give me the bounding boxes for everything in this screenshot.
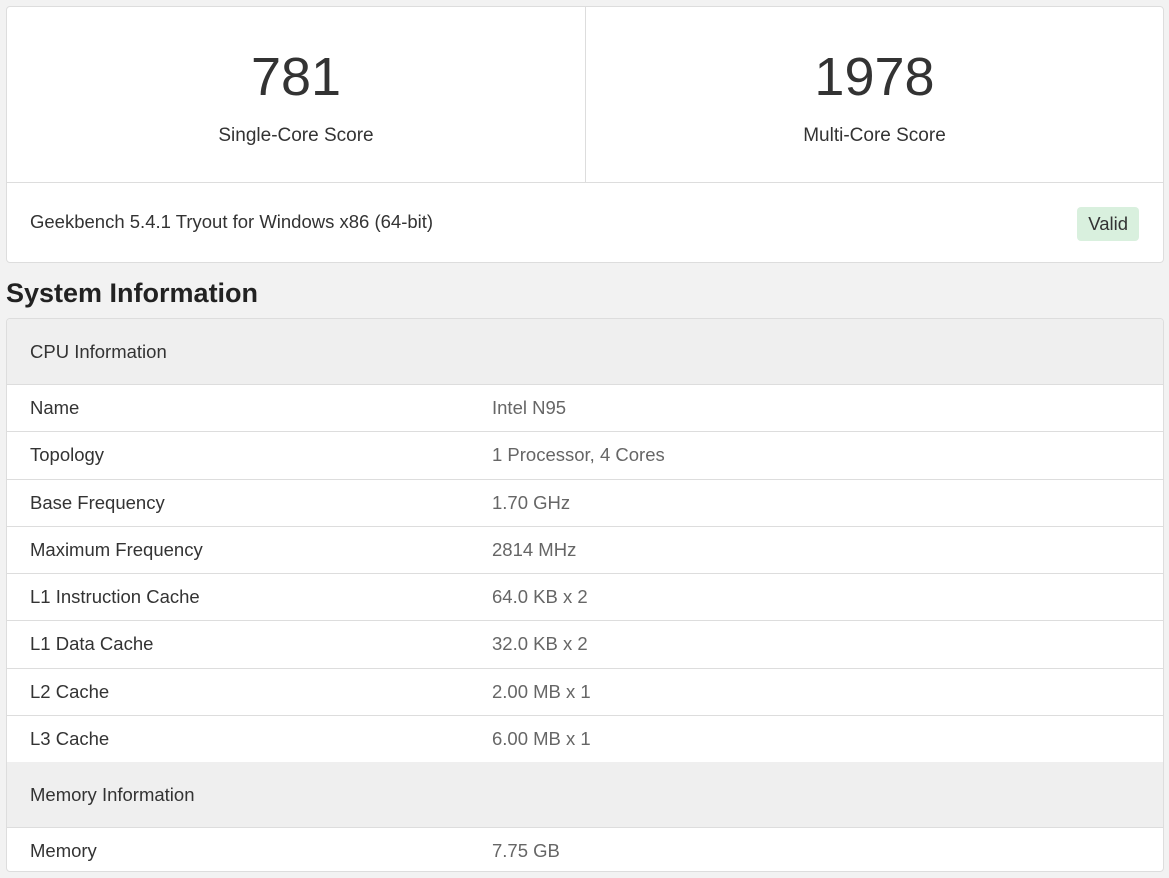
row-value: Intel N95 bbox=[492, 397, 567, 418]
row-value: 6.00 MB x 1 bbox=[492, 728, 591, 750]
multi-core-value: 1978 bbox=[814, 47, 935, 107]
cpu-info-header: CPU Information bbox=[7, 319, 1163, 384]
row-value: 64.0 KB x 2 bbox=[492, 586, 588, 608]
row-value: 2814 MHz bbox=[492, 538, 577, 560]
row-value: 1 Processor, 4 Cores bbox=[492, 444, 665, 466]
score-card: 781 Single-Core Score 1978 Multi-Core Sc… bbox=[6, 6, 1164, 263]
version-row: Geekbench 5.4.1 Tryout for Windows x86 (… bbox=[7, 182, 1163, 263]
row-label: L2 Cache bbox=[30, 680, 110, 702]
row-label: L3 Cache bbox=[30, 728, 110, 750]
row-label: L1 Data Cache bbox=[30, 633, 154, 655]
table-row: Maximum Frequency 2814 MHz bbox=[7, 525, 1163, 573]
version-text: Geekbench 5.4.1 Tryout for Windows x86 (… bbox=[30, 211, 434, 232]
table-row: Topology 1 Processor, 4 Cores bbox=[7, 431, 1163, 478]
multi-core-label: Multi-Core Score bbox=[803, 125, 946, 146]
row-label: Base Frequency bbox=[30, 491, 165, 513]
table-row: L3 Cache 6.00 MB x 1 bbox=[7, 715, 1163, 762]
section-title: System Information bbox=[6, 278, 259, 308]
table-row: Name Intel N95 bbox=[7, 384, 1163, 431]
row-value: 2.00 MB x 1 bbox=[492, 680, 591, 702]
memory-info-header: Memory Information bbox=[7, 762, 1163, 828]
multi-core-score: 1978 Multi-Core Score bbox=[585, 7, 1163, 182]
table-row: L2 Cache 2.00 MB x 1 bbox=[7, 667, 1163, 715]
row-label: Memory bbox=[30, 840, 97, 862]
valid-badge: Valid bbox=[1077, 207, 1139, 241]
table-row: Base Frequency 1.70 GHz bbox=[7, 478, 1163, 526]
table-row: L1 Instruction Cache 64.0 KB x 2 bbox=[7, 573, 1163, 620]
row-label: Topology bbox=[30, 444, 105, 466]
row-label: Name bbox=[30, 397, 80, 418]
row-label: L1 Instruction Cache bbox=[30, 586, 200, 608]
table-row: L1 Data Cache 32.0 KB x 2 bbox=[7, 620, 1163, 667]
row-value: 32.0 KB x 2 bbox=[492, 633, 588, 655]
system-info-table: CPU Information Name Intel N95 Topology 1 P… bbox=[6, 318, 1164, 872]
single-core-score: 781 Single-Core Score bbox=[7, 7, 585, 182]
row-value: 1.70 GHz bbox=[492, 491, 571, 513]
table-row: Memory 7.75 GB bbox=[7, 827, 1163, 871]
single-core-label: Single-Core Score bbox=[218, 125, 374, 146]
single-core-value: 781 bbox=[250, 47, 342, 107]
row-label: Maximum Frequency bbox=[30, 538, 203, 560]
row-value: 7.75 GB bbox=[492, 840, 560, 862]
